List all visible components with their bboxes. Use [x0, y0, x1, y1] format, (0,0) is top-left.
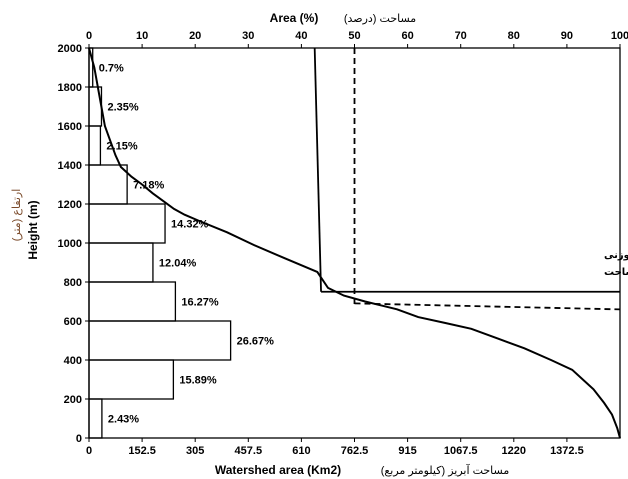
- histogram-bar: [88, 203, 166, 244]
- bar-label: 12.04%: [159, 258, 197, 270]
- top-tick-label: 50: [348, 30, 360, 42]
- top-tick-label: 30: [242, 30, 254, 42]
- y-tick-label: 1800: [58, 82, 82, 94]
- y-axis-title-fa: ارتفاع (متر): [11, 189, 23, 242]
- histogram-bar: [88, 359, 175, 400]
- hypsometric-curve: [88, 47, 621, 439]
- mean-height-vertical-line: [313, 47, 322, 292]
- histogram-bar: [88, 281, 177, 322]
- top-tick-label: 60: [401, 30, 413, 42]
- y-tick-label: 1000: [58, 238, 82, 250]
- y-tick-label: 1600: [58, 121, 82, 133]
- axis-ticks: 0 10 20 30 40 50 60 70 80 90 1000 152.5 305 457.5 610 7…: [58, 30, 628, 457]
- bottom-tick-label: 0: [86, 445, 92, 457]
- bottom-tick-label: 152.5: [128, 445, 156, 457]
- top-tick-label: 10: [136, 30, 148, 42]
- bottom-axis-title: Watershed area (Km2): [215, 463, 341, 477]
- bar-label: 15.89%: [179, 375, 217, 387]
- histogram-bar: [88, 164, 128, 205]
- bar-label: 7.18%: [133, 180, 164, 192]
- y-tick-label: 800: [64, 277, 82, 289]
- top-tick-label: 20: [189, 30, 201, 42]
- hypsometric-curve-group: [88, 47, 621, 439]
- bar-label: 2.43%: [108, 414, 139, 426]
- top-tick-label: 40: [295, 30, 307, 42]
- bar-label: 2.15%: [106, 141, 137, 153]
- y-tick-label: 200: [64, 394, 82, 406]
- y-tick-label: 1400: [58, 160, 82, 172]
- top-tick-label: 100: [611, 30, 628, 42]
- bar-labels: 2.43% 15.89% 26.67% 16.27% 12.04% 14.32% 7.18%…: [99, 63, 274, 426]
- y-tick-label: 1200: [58, 199, 82, 211]
- annotation-median-height: متر h50%=500 ارتفاع ۵۰ درصد مساحت: [604, 267, 628, 278]
- top-axis-title: Area (%): [270, 11, 319, 25]
- annotation-mean-height: متر hm=610.1 ارتفاع متوسط وزنی: [604, 250, 628, 261]
- bottom-tick-label: 1067.5: [444, 445, 478, 457]
- bottom-tick-label: 762.5: [341, 445, 369, 457]
- top-tick-label: 90: [561, 30, 573, 42]
- y-tick-label: 600: [64, 316, 82, 328]
- median-height-horizontal-line: [354, 302, 621, 311]
- histogram-bar: [88, 398, 103, 439]
- y-tick-label: 2000: [58, 43, 82, 55]
- top-tick-label: 0: [86, 30, 92, 42]
- bottom-tick-label: 1220: [502, 445, 526, 457]
- bottom-tick-label: 915: [398, 445, 416, 457]
- bar-label: 2.35%: [107, 102, 138, 114]
- bar-label: 26.67%: [237, 336, 275, 348]
- histogram-bar: [88, 242, 154, 283]
- y-tick-label: 400: [64, 355, 82, 367]
- reference-lines: [313, 47, 621, 311]
- bar-label: 0.7%: [99, 63, 124, 75]
- histogram-bar: [88, 125, 102, 166]
- y-tick-label: 0: [76, 433, 82, 445]
- bar-label: 16.27%: [181, 297, 219, 309]
- top-tick-label: 80: [508, 30, 520, 42]
- bottom-tick-label: 305: [186, 445, 204, 457]
- bottom-tick-label: 1372.5: [550, 445, 584, 457]
- histogram-bar: [88, 320, 232, 361]
- top-tick-label: 70: [455, 30, 467, 42]
- top-axis-title-fa: مساحت (درصد): [344, 13, 416, 25]
- bottom-axis-title-fa: مساحت آبریز (کیلومتر مربع): [381, 463, 510, 477]
- y-axis-title: Height (m): [26, 200, 40, 259]
- bar-label: 14.32%: [171, 219, 209, 231]
- bottom-tick-label: 610: [292, 445, 310, 457]
- bottom-tick-label: 457.5: [235, 445, 263, 457]
